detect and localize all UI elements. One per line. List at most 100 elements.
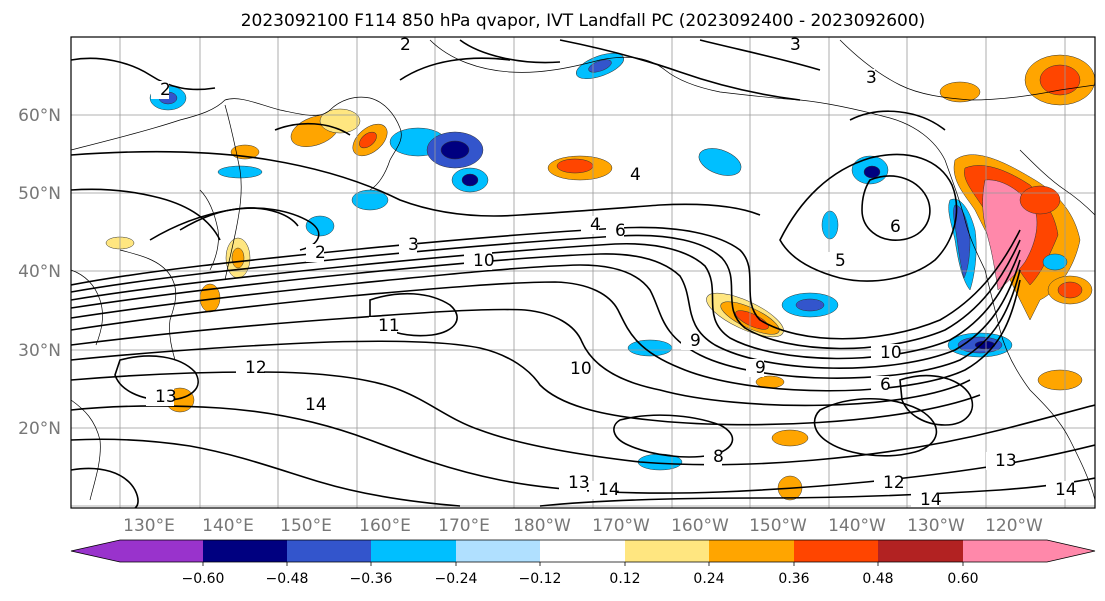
colorbar-segment [540, 540, 625, 562]
contour-label-bg [874, 474, 902, 492]
longitude-label: 160°E [359, 516, 411, 536]
colorbar-segment [963, 540, 1047, 562]
longitude-label: 140°E [202, 516, 254, 536]
contour-label: 6 [615, 221, 626, 241]
ivt-contour-line [274, 122, 351, 136]
colorbar-extend-low [71, 540, 120, 562]
contour-label-bg [746, 359, 764, 377]
colorbar-segment [794, 540, 878, 562]
contour-label-bg [871, 376, 889, 394]
anomaly-patch [461, 173, 479, 187]
contour-label: 2 [160, 80, 171, 100]
anomaly-patch [939, 81, 981, 103]
ivt-contour-line [71, 150, 761, 217]
anomaly-patch [821, 210, 839, 240]
coastline [199, 189, 219, 271]
longitude-label: 180°W [513, 516, 571, 536]
longitude-label: 130°W [907, 516, 965, 536]
ivt-contour-line [71, 405, 1095, 494]
ivt-contour-line [399, 57, 511, 81]
longitude-label: 130°E [123, 516, 175, 536]
contour-label: 8 [713, 447, 724, 467]
contour-label-bg [911, 491, 939, 508]
map-frame [70, 36, 1096, 509]
contour-label-bg [146, 388, 174, 406]
ivt-contour-line [779, 153, 958, 282]
contour-label: 4 [630, 165, 641, 185]
contour-label-bg [559, 474, 587, 492]
anomaly-patch [1057, 281, 1083, 299]
contour-label-bg [857, 69, 875, 87]
contour-label-bg [871, 344, 899, 362]
contour-label: 4 [590, 215, 601, 235]
anomaly-patch [556, 158, 594, 174]
coastline [1019, 149, 1095, 216]
anomaly-patch [1037, 369, 1083, 391]
colorbar-tick-label: −0.60 [182, 571, 225, 587]
longitude-labels: 130°E 140°E 150°E 160°E 170°E 180°W 170°W 160°W… [123, 516, 1043, 536]
coastline [119, 249, 177, 361]
colorbar-segment [456, 540, 540, 562]
map-title: 2023092100 F114 850 hPa qvapor, IVT Land… [241, 11, 926, 31]
ivt-contour-line [71, 308, 971, 407]
contour-label: 10 [473, 251, 495, 271]
longitude-label: 120°W [985, 516, 1043, 536]
contour-label-bg [399, 236, 417, 254]
colorbar-tick-label: 0.36 [778, 571, 809, 587]
colorbar-ticks: −0.60 −0.48 −0.36 −0.24 −0.12 0.12 0.24 0.36 0.4… [182, 562, 979, 587]
coastline [71, 269, 103, 346]
colorbar-extend-high [1047, 540, 1095, 562]
colorbar-tick-label: 0.24 [693, 571, 724, 587]
colorbar-tick-label: 0.12 [609, 571, 640, 587]
contour-label-bg [464, 252, 492, 270]
ivt-contour-line [179, 207, 299, 231]
ivt-contour-line [71, 188, 221, 241]
longitude-label: 170°W [592, 516, 650, 536]
contour-label: 9 [755, 358, 766, 378]
longitude-label: 150°W [749, 516, 807, 536]
contour-label: 14 [598, 480, 620, 500]
anomaly-patch [863, 165, 881, 179]
ivt-contour-line [114, 355, 199, 401]
ivt-contour-line [71, 264, 1021, 379]
contour-label: 13 [568, 473, 590, 493]
anomaly-patch [627, 339, 673, 357]
contour-label-bg [986, 452, 1014, 470]
latitude-labels: 60°N 50°N 40°N 30°N 20°N [18, 106, 61, 439]
anomaly-patch [231, 247, 245, 269]
colorbar-tick-label: 0.60 [947, 571, 978, 587]
contour-label: 2 [315, 243, 326, 263]
latitude-label: 50°N [18, 184, 61, 204]
contour-label: 13 [155, 387, 177, 407]
contour-label-bg [1046, 481, 1074, 499]
anomaly-patch [440, 140, 470, 160]
contour-label-bg [881, 218, 899, 236]
contour-label-bg [391, 37, 409, 54]
coastline [429, 39, 946, 161]
contour-label: 2 [400, 35, 411, 55]
coastline [224, 104, 242, 281]
ivt-contour-line [459, 39, 561, 64]
ivt-contour-line [539, 477, 1095, 507]
colorbar-segment [878, 540, 963, 562]
contour-label: 5 [835, 251, 846, 271]
ivt-contour-line [899, 374, 974, 426]
ivt-contour-line [559, 39, 801, 101]
contour-label: 6 [890, 217, 901, 237]
contour-label-bg [681, 332, 699, 350]
longitude-label: 160°W [671, 516, 729, 536]
anomaly-patch [305, 215, 335, 237]
anomaly-patch [698, 148, 742, 176]
ivt-contour-line [699, 39, 821, 71]
map-background [71, 37, 1095, 508]
ivt-contour-line [71, 253, 1021, 369]
colorbar-tick-label: −0.12 [519, 571, 562, 587]
anomaly-patch [1042, 253, 1068, 271]
contour-label: 14 [1055, 480, 1077, 500]
colorbar-segment [203, 540, 287, 562]
colorbar [70, 539, 1096, 563]
colorbar-segment [120, 540, 203, 562]
ivt-contour-line [71, 57, 216, 91]
contour-label: 3 [790, 35, 801, 55]
